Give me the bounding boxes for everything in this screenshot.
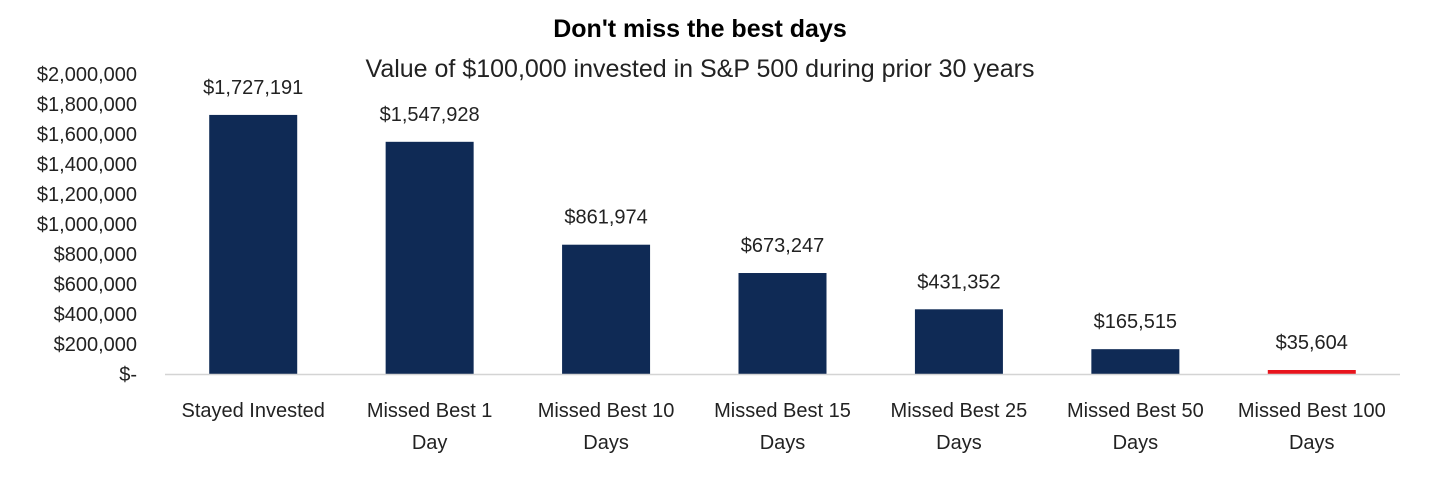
y-tick-label: $1,600,000 <box>37 124 137 146</box>
y-tick-label: $200,000 <box>54 334 137 356</box>
x-tick-label: Stayed Invested <box>181 400 324 422</box>
y-tick-label: $1,000,000 <box>37 214 137 236</box>
data-labels-group: $1,727,191 $1,547,928 $861,974 $673,247 $431… <box>203 77 1348 354</box>
bar <box>385 141 474 374</box>
x-tick-label: Days <box>1113 432 1159 454</box>
x-tick-label: Days <box>760 432 806 454</box>
x-tick-label: Missed Best 50 <box>1067 400 1204 422</box>
x-axis: Stayed Invested Missed Best 1 Day Missed Be… <box>165 373 1400 454</box>
chart-subtitle: Value of $100,000 invested in S&P 500 du… <box>366 55 1035 83</box>
data-label: $165,515 <box>1094 311 1177 333</box>
y-tick-label: $800,000 <box>54 244 137 266</box>
bars-group <box>209 114 1356 374</box>
bar-highlight <box>1267 370 1356 374</box>
data-label: $431,352 <box>917 271 1000 293</box>
y-tick-label: $1,400,000 <box>37 154 137 176</box>
bar <box>914 309 1003 374</box>
x-tick-label: Days <box>1289 432 1335 454</box>
x-tick-label: Missed Best 1 <box>367 400 493 422</box>
y-tick-label: $400,000 <box>54 304 137 326</box>
chart-title: Don't miss the best days <box>553 15 847 43</box>
bar <box>738 273 827 374</box>
y-tick-label: $2,000,000 <box>37 64 137 86</box>
data-label: $1,727,191 <box>203 77 303 99</box>
bar <box>209 114 298 374</box>
y-tick-label: $- <box>119 364 137 386</box>
data-label: $673,247 <box>741 235 824 257</box>
bar <box>562 244 651 374</box>
x-tick-label: Missed Best 10 <box>538 400 675 422</box>
y-tick-label: $600,000 <box>54 274 137 296</box>
y-axis: $2,000,000 $1,800,000 $1,600,000 $1,400,000… <box>37 64 137 386</box>
x-tick-label: Day <box>412 432 448 454</box>
x-tick-label: Missed Best 15 <box>714 400 851 422</box>
bar <box>1091 349 1180 374</box>
x-tick-label: Missed Best 100 <box>1238 400 1386 422</box>
data-label: $35,604 <box>1276 332 1348 354</box>
x-tick-label: Days <box>936 432 982 454</box>
x-tick-label: Days <box>583 432 629 454</box>
data-label: $861,974 <box>564 207 647 229</box>
data-label: $1,547,928 <box>380 104 480 126</box>
y-tick-label: $1,200,000 <box>37 184 137 206</box>
x-tick-label: Missed Best 25 <box>891 400 1028 422</box>
y-tick-label: $1,800,000 <box>37 94 137 116</box>
